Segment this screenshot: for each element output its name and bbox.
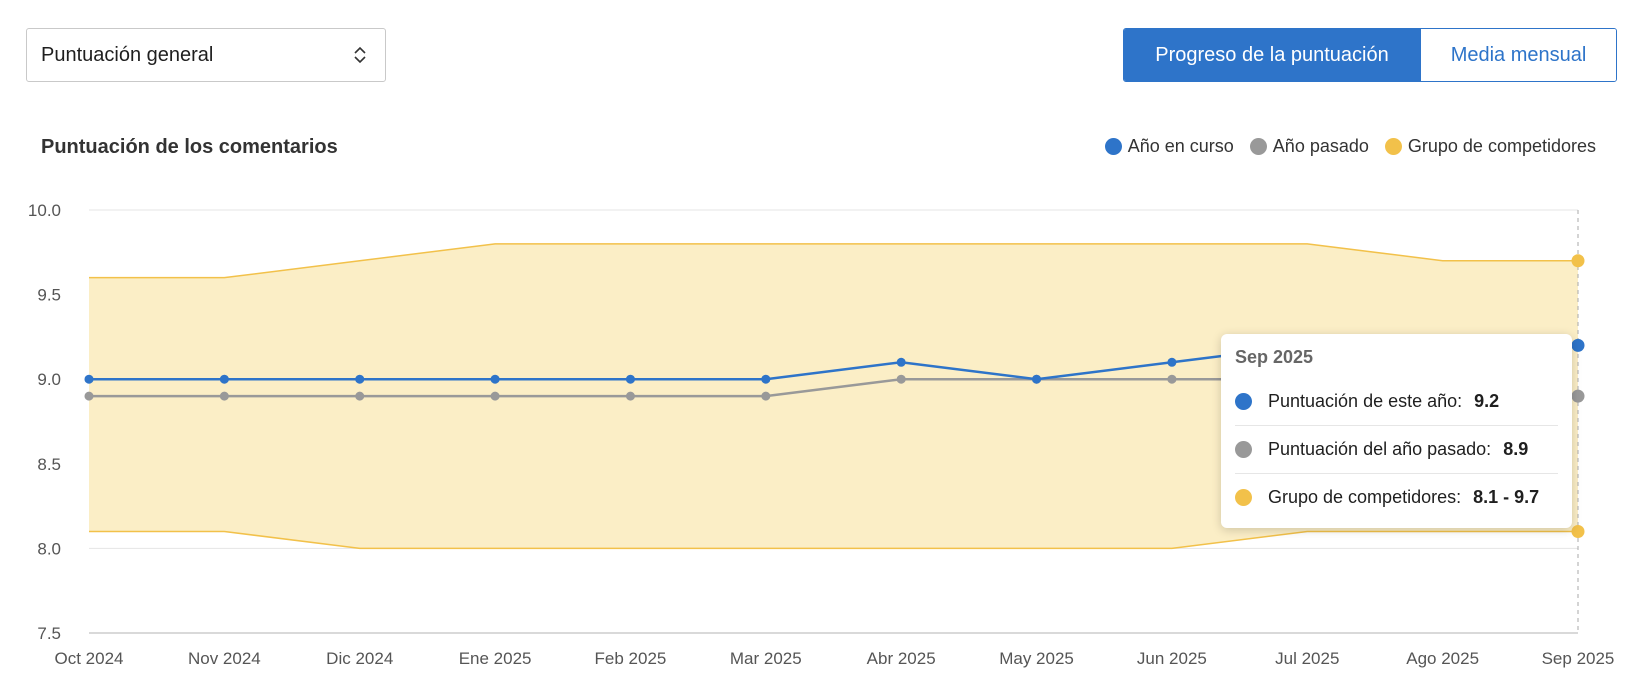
current-year-dot-icon — [1235, 393, 1252, 410]
tooltip-row-current-year: Puntuación de este año: 9.2 — [1235, 378, 1558, 426]
last-year-point — [1571, 389, 1585, 403]
competitor-band-lower-line — [89, 530, 1578, 550]
current-year-dot-icon — [1104, 138, 1122, 155]
current-year-point — [355, 374, 365, 384]
monthly-average-button[interactable]: Media mensual — [1420, 29, 1616, 81]
competitors-dot-icon — [1235, 489, 1252, 506]
metric-select[interactable]: Puntuación general — [26, 28, 386, 82]
last-year-point — [625, 391, 635, 401]
competitor-band — [89, 243, 1578, 549]
tooltip-row-value: 9.2 — [1474, 391, 1500, 411]
x-tick-label: Ago 2025 — [1406, 649, 1479, 668]
y-tick-label: 8.5 — [37, 455, 61, 474]
legend-item-competitors[interactable]: Grupo de competidores — [1384, 136, 1596, 157]
competitor-upper-point — [1571, 254, 1585, 268]
last-year-dot-icon — [1235, 441, 1252, 458]
tooltip-row-value: 8.9 — [1503, 439, 1529, 459]
last-year-point — [1167, 374, 1177, 384]
x-tick-label: Ene 2025 — [459, 649, 532, 668]
legend-label: Año en curso — [1127, 136, 1234, 156]
competitor-band-upper-line — [89, 243, 1578, 279]
competitors-dot-icon — [1384, 138, 1402, 155]
current-year-point — [761, 374, 771, 384]
x-tick-label: Jul 2025 — [1275, 649, 1339, 668]
x-tick-label: Jun 2025 — [1137, 649, 1207, 668]
current-year-point — [1167, 357, 1177, 367]
tooltip-row-last-year: Puntuación del año pasado: 8.9 — [1235, 426, 1558, 474]
x-tick-label: Feb 2025 — [595, 649, 667, 668]
tooltip-row-label: Puntuación del año pasado: — [1268, 439, 1492, 459]
y-tick-label: 9.0 — [37, 370, 61, 389]
y-tick-label: 9.5 — [37, 286, 61, 305]
current-year-point — [1032, 374, 1042, 384]
y-tick-label: 7.5 — [37, 624, 61, 643]
x-tick-label: Abr 2025 — [867, 649, 936, 668]
last-year-point — [896, 374, 906, 384]
chevron-up-down-icon — [354, 46, 366, 64]
legend-label: Grupo de competidores — [1407, 136, 1596, 156]
current-year-point — [625, 374, 635, 384]
chart-legend: Año en curso Año pasado Grupo de competi… — [1104, 136, 1596, 157]
tooltip-title: Sep 2025 — [1235, 347, 1314, 367]
last-year-point — [219, 391, 229, 401]
last-year-point — [355, 391, 365, 401]
last-year-dot-icon — [1249, 138, 1267, 155]
current-year-point — [219, 374, 229, 384]
legend-item-last-year[interactable]: Año pasado — [1249, 136, 1369, 157]
x-tick-label: Oct 2024 — [55, 649, 124, 668]
tooltip-row-label: Grupo de competidores: — [1268, 487, 1462, 507]
x-tick-label: Nov 2024 — [188, 649, 261, 668]
tooltip-row-competitors: Grupo de competidores: 8.1 - 9.7 — [1235, 474, 1558, 521]
metric-select-value: Puntuación general — [41, 43, 214, 66]
x-tick-label: Dic 2024 — [326, 649, 393, 668]
y-tick-label: 8.0 — [37, 539, 61, 558]
chart-tooltip: Sep 2025 Puntuación de este año: 9.2 Pun… — [1221, 334, 1572, 528]
last-year-point — [761, 391, 771, 401]
current-year-point — [84, 374, 94, 384]
score-progress-button[interactable]: Progreso de la puntuación — [1124, 29, 1420, 81]
competitor-lower-point — [1571, 524, 1585, 538]
current-year-point — [1571, 338, 1585, 352]
last-year-point — [490, 391, 500, 401]
tooltip-row-label: Puntuación de este año: — [1268, 391, 1463, 411]
last-year-point — [84, 391, 94, 401]
legend-item-current-year[interactable]: Año en curso — [1104, 136, 1234, 157]
view-toggle: Progreso de la puntuación Media mensual — [1123, 28, 1617, 82]
legend-label: Año pasado — [1272, 136, 1369, 156]
current-year-point — [490, 374, 500, 384]
x-tick-label: Mar 2025 — [730, 649, 802, 668]
current-year-point — [896, 357, 906, 367]
tooltip-row-value: 8.1 - 9.7 — [1473, 487, 1540, 507]
x-tick-label: Sep 2025 — [1542, 649, 1615, 668]
chart-title: Puntuación de los comentarios — [41, 136, 338, 158]
y-tick-label: 10.0 — [28, 201, 61, 220]
x-tick-label: May 2025 — [999, 649, 1074, 668]
